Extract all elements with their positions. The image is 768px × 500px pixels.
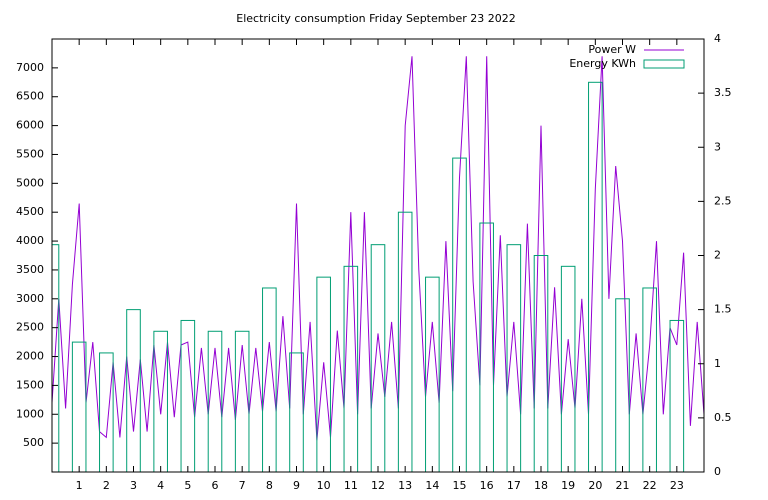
- x-tick-label: 17: [507, 479, 521, 492]
- y2-tick-label: 2.5: [714, 194, 732, 207]
- y2-tick-label: 4: [714, 32, 721, 45]
- energy-box: [615, 298, 630, 472]
- y2-tick-label: 0: [714, 465, 721, 478]
- x-tick-label: 6: [212, 479, 219, 492]
- y-tick-label: 5000: [16, 176, 44, 189]
- energy-box: [479, 222, 494, 472]
- energy-box: [207, 330, 223, 472]
- x-tick-label: 7: [239, 479, 246, 492]
- power-line: [52, 56, 704, 441]
- y-tick-label: 1500: [16, 378, 44, 391]
- plot-area: [52, 56, 704, 472]
- y2-tick-label: 1.5: [714, 303, 732, 316]
- energy-box: [588, 81, 603, 472]
- y-tick-label: 7000: [16, 61, 44, 74]
- x-tick-label: 12: [371, 479, 385, 492]
- energy-box: [370, 244, 386, 472]
- x-tick-label: 2: [103, 479, 110, 492]
- x-tick-label: 9: [293, 479, 300, 492]
- y-tick-label: 6000: [16, 119, 44, 132]
- y-tick-label: 3000: [16, 292, 44, 305]
- x-tick-label: 19: [561, 479, 575, 492]
- energy-box: [153, 330, 168, 472]
- y2-tick-label: 2: [714, 249, 721, 262]
- y-tick-label: 4000: [16, 234, 44, 247]
- chart-title: Electricity consumption Friday September…: [236, 12, 515, 25]
- y-tick-label: 500: [23, 436, 44, 449]
- x-tick-label: 21: [616, 479, 630, 492]
- x-tick-label: 5: [184, 479, 191, 492]
- energy-box: [343, 265, 359, 472]
- energy-box: [126, 309, 141, 472]
- x-tick-label: 1: [76, 479, 83, 492]
- y2-tick-label: 1: [714, 357, 721, 370]
- energy-box: [425, 276, 440, 472]
- energy-box: [52, 244, 60, 472]
- x-tick-label: 23: [670, 479, 684, 492]
- y2-tick-label: 3.5: [714, 86, 732, 99]
- x-tick-label: 16: [480, 479, 494, 492]
- legend-label: Energy KWh: [569, 57, 636, 70]
- energy-box: [533, 255, 549, 472]
- x-tick-label: 4: [157, 479, 164, 492]
- energy-box: [560, 265, 576, 472]
- energy-box: [506, 244, 522, 472]
- energy-box: [289, 352, 304, 472]
- y-tick-label: 2000: [16, 350, 44, 363]
- y-tick-label: 4500: [16, 205, 44, 218]
- energy-box: [180, 319, 196, 472]
- x-tick-label: 3: [130, 479, 137, 492]
- x-tick-label: 22: [643, 479, 657, 492]
- x-tick-label: 8: [266, 479, 273, 492]
- y-tick-label: 6500: [16, 90, 44, 103]
- x-tick-label: 11: [344, 479, 358, 492]
- legend-label: Power W: [588, 43, 636, 56]
- x-tick-label: 10: [317, 479, 331, 492]
- x-tick-label: 20: [588, 479, 602, 492]
- legend-swatch: [643, 59, 685, 69]
- energy-box: [669, 319, 685, 472]
- energy-box: [71, 341, 87, 472]
- y-tick-label: 3500: [16, 263, 44, 276]
- y2-tick-label: 0.5: [714, 411, 732, 424]
- y-tick-label: 5500: [16, 147, 44, 160]
- energy-box: [234, 330, 250, 472]
- energy-box: [316, 276, 331, 472]
- x-tick-label: 13: [398, 479, 412, 492]
- y2-tick-label: 3: [714, 140, 721, 153]
- plot-border: [51, 38, 705, 473]
- y-tick-label: 1000: [16, 407, 44, 420]
- y-tick-label: 2500: [16, 321, 44, 334]
- x-tick-label: 14: [425, 479, 439, 492]
- energy-box: [99, 352, 114, 472]
- energy-box: [262, 287, 277, 472]
- energy-box: [642, 287, 657, 472]
- x-tick-label: 18: [534, 479, 548, 492]
- x-tick-label: 15: [453, 479, 467, 492]
